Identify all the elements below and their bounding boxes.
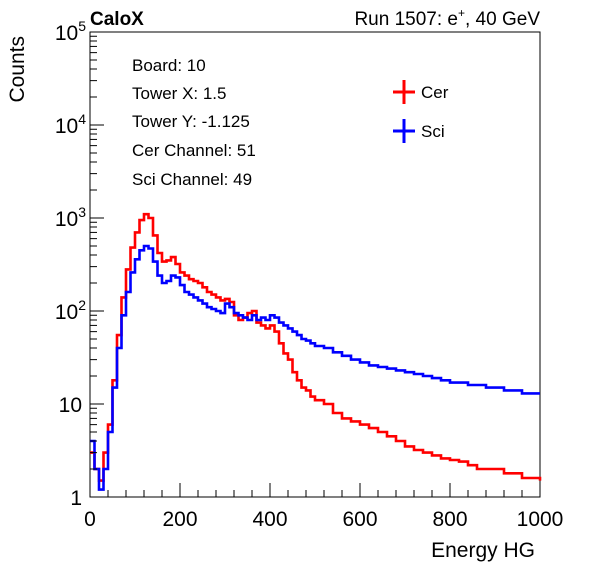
legend-marker-cer: [393, 80, 415, 104]
info-board: Board: 10: [132, 56, 206, 75]
series-layer: [90, 212, 542, 491]
info-tower-x: Tower X: 1.5: [132, 84, 227, 103]
x-tick-label: 0: [84, 508, 96, 531]
title-right-suffix: , 40 GeV: [465, 9, 540, 30]
x-tick-label: 1000: [517, 508, 564, 531]
x-tick-label: 600: [342, 508, 377, 531]
legend-label-cer: Cer: [421, 83, 449, 102]
x-tick-label: 800: [432, 508, 467, 531]
chart-title-left: CaloX: [90, 9, 144, 30]
series-line-cer: [90, 212, 542, 482]
x-axis-label: Energy HG: [431, 539, 535, 562]
legend: Cer Sci: [393, 80, 449, 143]
chart-title-right: Run 1507: e+, 40 GeV: [354, 6, 540, 30]
title-right-prefix: Run 1507: e: [354, 9, 458, 30]
y-tick-label: 103: [55, 204, 86, 231]
y-axis: 1 10 102 103 104 105: [55, 18, 104, 510]
x-tick-label: 200: [162, 508, 197, 531]
info-tower-y: Tower Y: -1.125: [132, 112, 250, 131]
series-line-sci: [90, 244, 540, 491]
x-axis: 0 200 400 600 800 1000: [84, 483, 563, 531]
x-tick-label: 400: [252, 508, 287, 531]
info-cer-channel: Cer Channel: 51: [132, 141, 256, 160]
legend-label-sci: Sci: [421, 122, 445, 141]
title-right-sup: +: [458, 6, 465, 20]
plot-frame: [89, 31, 541, 498]
y-axis-label: Counts: [6, 36, 29, 103]
y-tick-label: 1: [70, 487, 82, 510]
y-tick-label: 105: [55, 18, 86, 45]
y-tick-label: 104: [55, 111, 86, 138]
info-sci-channel: Sci Channel: 49: [132, 170, 252, 189]
y-tick-label: 102: [55, 297, 86, 324]
legend-marker-sci: [393, 119, 415, 143]
y-tick-label: 10: [59, 394, 82, 417]
info-box: Board: 10 Tower X: 1.5 Tower Y: -1.125 C…: [132, 56, 256, 189]
